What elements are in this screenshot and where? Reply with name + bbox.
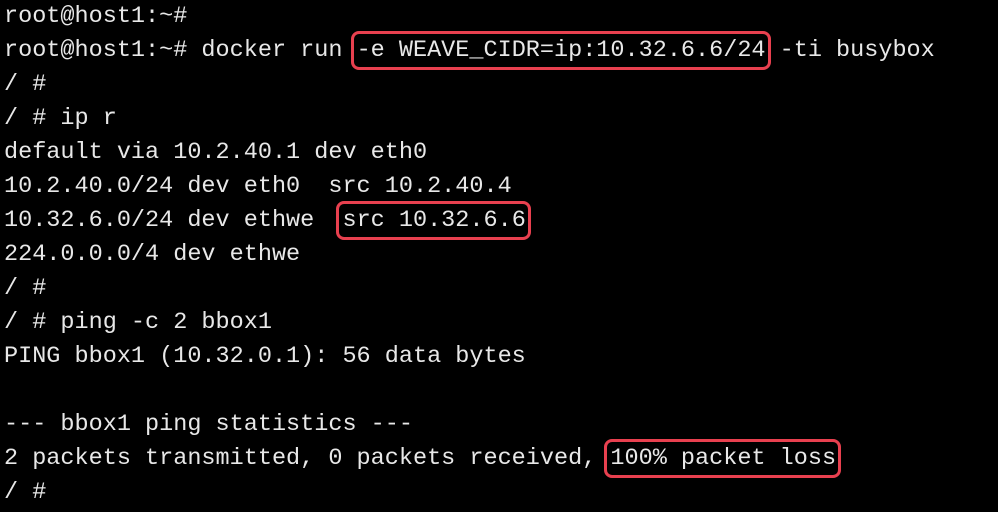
line-text: / # xyxy=(4,275,47,302)
line-text: 224.0.0.0/4 dev ethwe xyxy=(4,241,301,268)
line-text: / # xyxy=(4,479,47,506)
line-text: root@host1:~# xyxy=(4,3,188,30)
line-text: -ti busybox xyxy=(765,37,935,64)
terminal-line: / # ping -c 2 bbox1 xyxy=(4,306,998,340)
line-text: / # xyxy=(4,71,47,98)
terminal-line: 224.0.0.0/4 dev ethwe xyxy=(4,238,998,272)
terminal-line: root@host1:~# xyxy=(4,0,998,34)
line-text: / # ping -c 2 bbox1 xyxy=(4,309,272,336)
line-text: --- bbox1 ping statistics --- xyxy=(4,411,413,438)
terminal-line: / # ip r xyxy=(4,102,998,136)
highlighted-text: -e WEAVE_CIDR=ip:10.32.6.6/24 xyxy=(356,37,766,64)
highlighted-text: 100% packet loss xyxy=(610,445,837,472)
terminal-line: 10.2.40.0/24 dev eth0 src 10.2.40.4 xyxy=(4,170,998,204)
terminal-line: / # xyxy=(4,68,998,102)
line-text: root@host1:~# docker run xyxy=(4,37,357,64)
terminal-line: 2 packets transmitted, 0 packets receive… xyxy=(4,442,998,476)
line-text: default via 10.2.40.1 dev eth0 xyxy=(4,139,428,166)
line-text: 10.32.6.0/24 dev ethwe xyxy=(4,207,343,234)
terminal-line xyxy=(4,374,998,408)
line-text: 10.2.40.0/24 dev eth0 src 10.2.40.4 xyxy=(4,173,512,200)
terminal-line: PING bbox1 (10.32.0.1): 56 data bytes xyxy=(4,340,998,374)
line-text: PING bbox1 (10.32.0.1): 56 data bytes xyxy=(4,343,526,370)
terminal-line: root@host1:~# docker run -e WEAVE_CIDR=i… xyxy=(4,34,998,68)
line-text: 2 packets transmitted, 0 packets receive… xyxy=(4,445,611,472)
terminal-line: 10.32.6.0/24 dev ethwe src 10.32.6.6 xyxy=(4,204,998,238)
terminal-line: --- bbox1 ping statistics --- xyxy=(4,408,998,442)
terminal-line: / # xyxy=(4,272,998,306)
highlighted-text: src 10.32.6.6 xyxy=(342,207,526,234)
terminal-line: default via 10.2.40.1 dev eth0 xyxy=(4,136,998,170)
terminal-line: / # xyxy=(4,476,998,510)
line-text: / # ip r xyxy=(4,105,117,132)
